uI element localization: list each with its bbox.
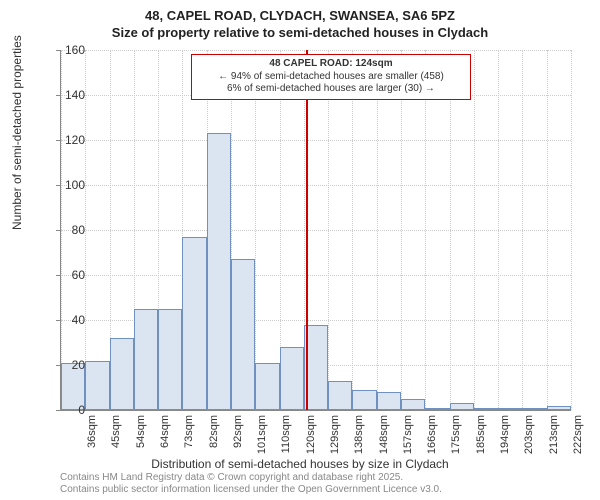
xtick-label: 54sqm (135, 415, 147, 455)
copyright-line1: Contains HM Land Registry data © Crown c… (60, 472, 442, 484)
histogram-bar (85, 361, 109, 411)
gridline-v (522, 50, 523, 410)
chart-container: 48, CAPEL ROAD, CLYDACH, SWANSEA, SA6 5P… (0, 0, 600, 500)
chart-subtitle: Size of property relative to semi-detach… (0, 25, 600, 42)
gridline-h (61, 185, 571, 186)
y-axis-label: Number of semi-detached properties (10, 35, 24, 230)
gridline-v (547, 50, 548, 410)
copyright-notice: Contains HM Land Registry data © Crown c… (60, 472, 442, 496)
x-axis-label: Distribution of semi-detached houses by … (0, 457, 600, 471)
histogram-bar (498, 408, 522, 410)
xtick-label: 175sqm (450, 415, 462, 455)
gridline-h (61, 50, 571, 51)
xtick-label: 138sqm (353, 415, 365, 455)
histogram-bar (450, 403, 474, 410)
copyright-line2: Contains public sector information licen… (60, 484, 442, 496)
xtick-label: 157sqm (402, 415, 414, 455)
histogram-bar (474, 408, 498, 410)
xtick-label: 194sqm (499, 415, 511, 455)
xtick-label: 36sqm (86, 415, 98, 455)
histogram-bar (328, 381, 352, 410)
gridline-v (474, 50, 475, 410)
histogram-bar (255, 363, 279, 410)
xtick-label: 45sqm (110, 415, 122, 455)
xtick-label: 92sqm (232, 415, 244, 455)
histogram-bar (182, 237, 206, 410)
histogram-bar (547, 406, 571, 411)
plot-area: 48 CAPEL ROAD: 124sqm ← 94% of semi-deta… (60, 50, 571, 411)
xtick-label: 213sqm (548, 415, 560, 455)
histogram-bar (522, 408, 546, 410)
ytick-mark (56, 275, 60, 276)
histogram-bar (158, 309, 182, 410)
histogram-bar (280, 347, 304, 410)
histogram-bar (352, 390, 376, 410)
gridline-v (571, 50, 572, 410)
xtick-label: 185sqm (475, 415, 487, 455)
ytick-mark (56, 365, 60, 366)
xtick-label: 203sqm (523, 415, 535, 455)
ytick-mark (56, 185, 60, 186)
gridline-h (61, 140, 571, 141)
annotation-line2: 6% of semi-detached houses are larger (3… (198, 83, 464, 96)
gridline-v (450, 50, 451, 410)
annotation-head: 48 CAPEL ROAD: 124sqm (198, 58, 464, 71)
ytick-mark (56, 140, 60, 141)
histogram-bar (110, 338, 134, 410)
gridline-v (401, 50, 402, 410)
gridline-v (352, 50, 353, 410)
xtick-label: 101sqm (256, 415, 268, 455)
reference-line (306, 50, 308, 410)
xtick-label: 64sqm (159, 415, 171, 455)
annotation-box: 48 CAPEL ROAD: 124sqm ← 94% of semi-deta… (191, 54, 471, 100)
histogram-bar (425, 408, 449, 410)
xtick-label: 73sqm (183, 415, 195, 455)
gridline-v (85, 50, 86, 410)
xtick-label: 222sqm (572, 415, 584, 455)
gridline-v (377, 50, 378, 410)
histogram-bar (134, 309, 158, 410)
gridline-v (328, 50, 329, 410)
ytick-mark (56, 95, 60, 96)
annotation-line1: ← 94% of semi-detached houses are smalle… (198, 71, 464, 84)
xtick-label: 129sqm (329, 415, 341, 455)
chart-title: 48, CAPEL ROAD, CLYDACH, SWANSEA, SA6 5P… (0, 0, 600, 25)
ytick-mark (56, 320, 60, 321)
histogram-bar (377, 392, 401, 410)
xtick-label: 148sqm (378, 415, 390, 455)
xtick-label: 110sqm (280, 415, 292, 455)
gridline-v (498, 50, 499, 410)
ytick-mark (56, 50, 60, 51)
histogram-bar (231, 259, 255, 410)
gridline-v (425, 50, 426, 410)
xtick-label: 166sqm (426, 415, 438, 455)
gridline-h (61, 230, 571, 231)
gridline-v (255, 50, 256, 410)
gridline-h (61, 275, 571, 276)
ytick-mark (56, 230, 60, 231)
histogram-bar (401, 399, 425, 410)
xtick-label: 82sqm (208, 415, 220, 455)
ytick-mark (56, 410, 60, 411)
xtick-label: 120sqm (305, 415, 317, 455)
histogram-bar (207, 133, 231, 410)
